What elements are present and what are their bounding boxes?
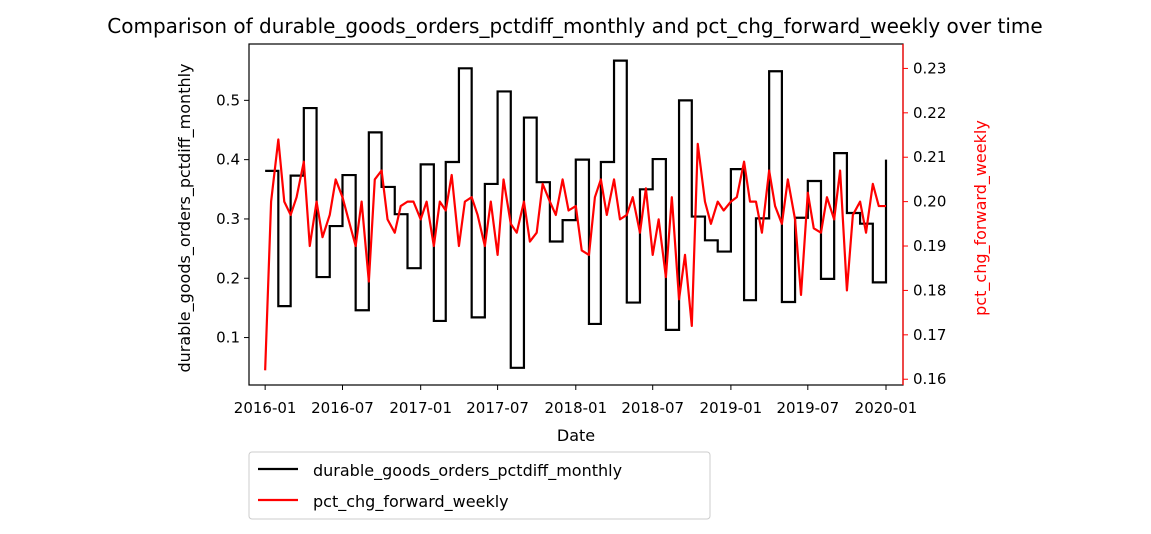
x-tick-label: 2018-01 [544, 399, 607, 417]
left-y-axis: 0.1 0.2 0.3 0.4 0.5 [216, 91, 249, 347]
right-y-tick-label: 0.19 [913, 237, 946, 255]
series-line-pct-chg [264, 138, 886, 371]
x-axis: 2016-01 2016-07 2017-01 2017-07 2018-01 2018-… [234, 385, 918, 417]
right-y-tick-label: 0.23 [913, 59, 946, 77]
left-y-tick-label: 0.4 [216, 151, 240, 169]
left-y-axis-label: durable_goods_orders_pctdiff_monthly [175, 63, 195, 372]
right-y-tick-label: 0.17 [913, 326, 946, 344]
left-y-tick-label: 0.2 [216, 269, 240, 287]
right-y-tick-label: 0.22 [913, 104, 946, 122]
legend-label-pct-chg: pct_chg_forward_weekly [313, 492, 509, 512]
right-y-axis-label: pct_chg_forward_weekly [971, 120, 991, 316]
right-y-tick-label: 0.21 [913, 148, 946, 166]
series-line-durable-goods [265, 59, 888, 369]
x-tick-label: 2017-07 [466, 399, 529, 417]
chart-title: Comparison of durable_goods_orders_pctdi… [107, 14, 1042, 38]
x-tick-label: 2019-07 [776, 399, 839, 417]
x-tick-label: 2018-07 [621, 399, 684, 417]
left-y-tick-label: 0.3 [216, 210, 240, 228]
left-y-tick-label: 0.5 [216, 91, 240, 109]
right-y-axis: 0.16 0.17 0.18 0.19 0.20 0.21 0.22 0.23 [902, 44, 946, 388]
x-tick-label: 2019-01 [700, 399, 763, 417]
x-axis-label: Date [557, 426, 595, 445]
right-y-tick-label: 0.18 [913, 281, 946, 299]
right-y-tick-label: 0.20 [913, 193, 946, 211]
left-y-tick-label: 0.1 [216, 329, 240, 347]
legend-label-durable-goods: durable_goods_orders_pctdiff_monthly [313, 461, 622, 481]
x-tick-label: 2016-01 [234, 399, 297, 417]
right-y-tick-label: 0.16 [913, 370, 946, 388]
x-tick-label: 2017-01 [389, 399, 452, 417]
plot-area [264, 59, 888, 371]
x-tick-label: 2020-01 [855, 399, 918, 417]
legend: durable_goods_orders_pctdiff_monthly pct… [248, 451, 711, 520]
x-tick-label: 2016-07 [311, 399, 374, 417]
legend-box [248, 451, 711, 520]
